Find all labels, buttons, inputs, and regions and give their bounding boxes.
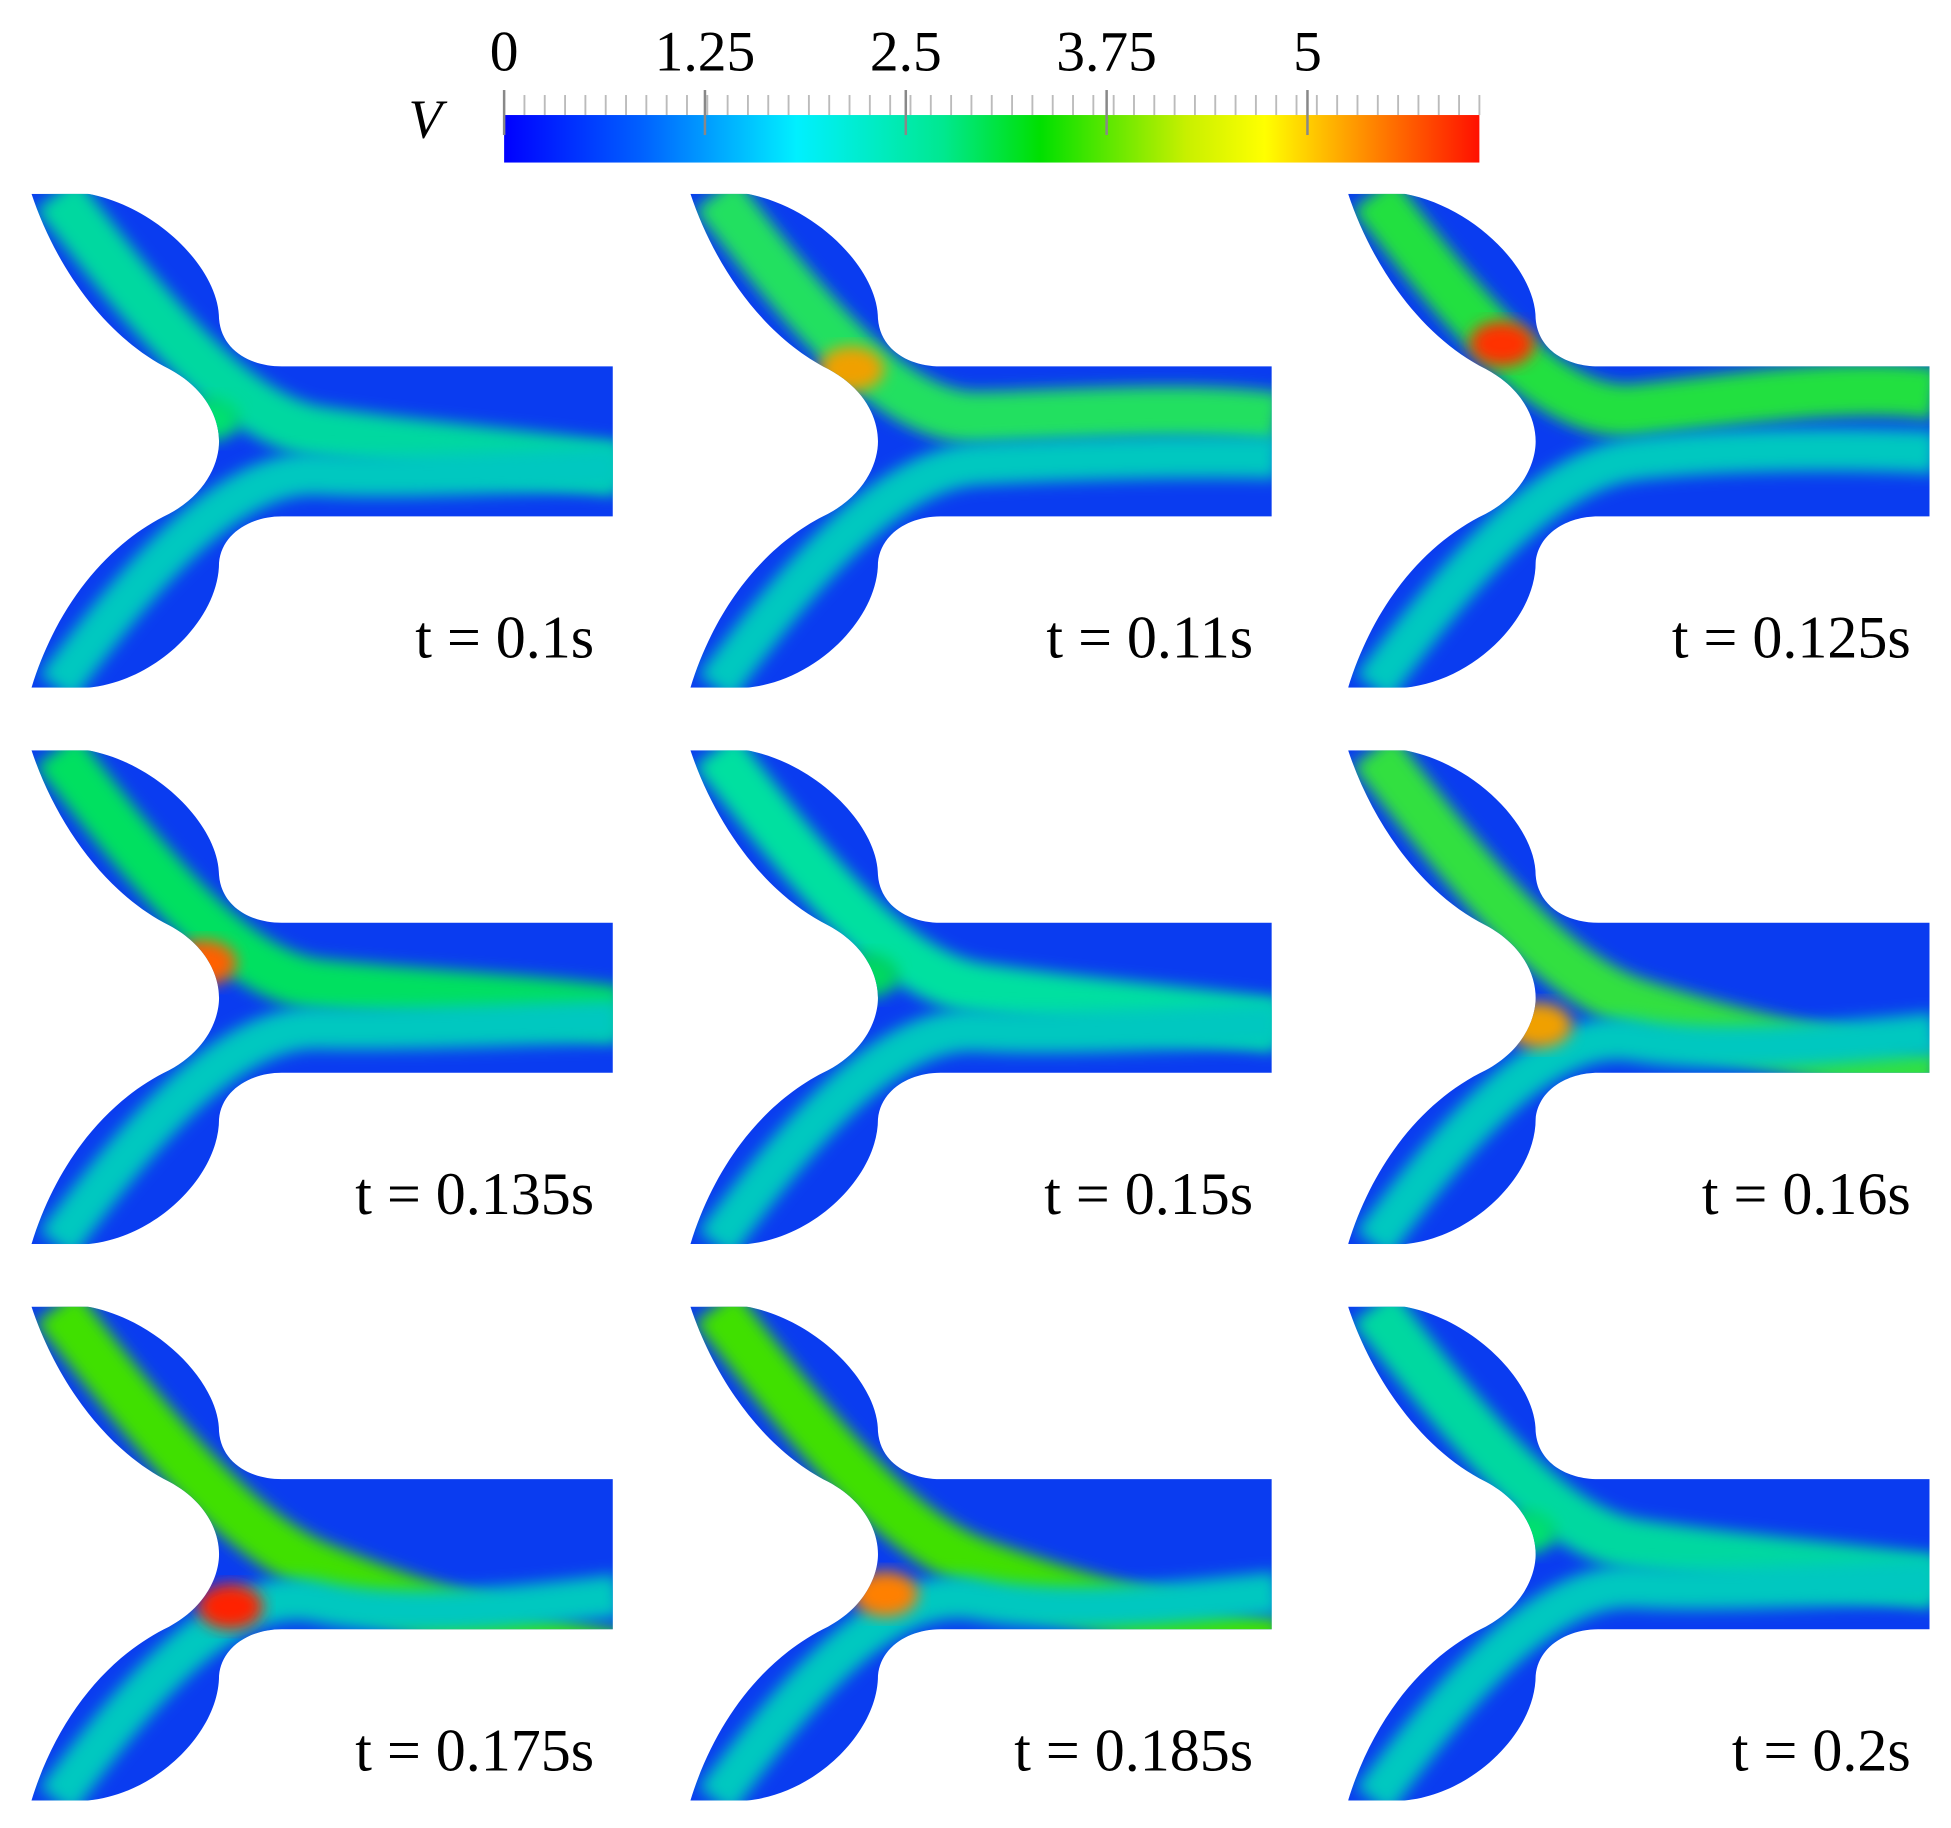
hot-spot bbox=[1491, 1509, 1557, 1555]
hot-spot bbox=[852, 1571, 918, 1617]
tick-label: 3.75 bbox=[1056, 21, 1157, 84]
tick-label: 1.25 bbox=[655, 21, 756, 84]
panel: t = 0.1s bbox=[31, 193, 613, 688]
panel-label: t = 0.1s bbox=[415, 605, 594, 671]
jet-lower bbox=[39, 1574, 613, 1801]
jet-lower bbox=[1355, 1559, 1930, 1801]
hot-spot bbox=[834, 952, 900, 998]
panel: t = 0.175s bbox=[31, 1306, 613, 1801]
jet-lower bbox=[1355, 428, 1930, 688]
colorbar-label: V bbox=[409, 89, 448, 150]
jet-upper bbox=[694, 1306, 1272, 1671]
hot-spot bbox=[171, 940, 237, 986]
panel-label: t = 0.175s bbox=[355, 1717, 594, 1783]
panel: t = 0.16s bbox=[1348, 750, 1930, 1245]
jet-lower bbox=[39, 446, 613, 688]
jet-lower bbox=[698, 1002, 1272, 1245]
panel-label: t = 0.11s bbox=[1046, 605, 1253, 671]
jet-upper bbox=[35, 750, 613, 1039]
colorbar bbox=[504, 115, 1480, 163]
panels: t = 0.1s t = 0.11s t = 0.125s t = 0.135s t =… bbox=[31, 193, 1930, 1801]
jet-lower bbox=[698, 435, 1272, 688]
panel-label: t = 0.125s bbox=[1672, 605, 1911, 671]
panel-label: t = 0.2s bbox=[1732, 1717, 1911, 1783]
jet-upper bbox=[1352, 193, 1930, 437]
panel: t = 0.125s bbox=[1348, 193, 1930, 688]
jet-lower bbox=[698, 1571, 1272, 1801]
panel: t = 0.15s bbox=[690, 750, 1272, 1245]
panel: t = 0.2s bbox=[1348, 1306, 1930, 1801]
panel-label: t = 0.15s bbox=[1044, 1161, 1253, 1227]
jet-lower bbox=[39, 1000, 613, 1245]
hot-spot bbox=[1469, 321, 1535, 367]
hot-spot bbox=[1506, 1002, 1572, 1048]
panel: t = 0.185s bbox=[690, 1306, 1272, 1801]
panel-label: t = 0.16s bbox=[1702, 1161, 1911, 1227]
panel-label: t = 0.135s bbox=[355, 1161, 594, 1227]
tick-label: 5 bbox=[1293, 21, 1322, 84]
jet-upper bbox=[694, 193, 1272, 445]
colorbar-ticks: 0 1.25 2.5 3.75 5 bbox=[490, 21, 1481, 136]
tick-label: 0 bbox=[490, 21, 519, 84]
panel-label: t = 0.185s bbox=[1014, 1717, 1253, 1783]
panel: t = 0.135s bbox=[31, 750, 613, 1245]
hot-spot bbox=[197, 1584, 263, 1630]
hot-spot bbox=[175, 396, 241, 442]
panel: t = 0.11s bbox=[690, 193, 1272, 688]
jet-lower bbox=[1355, 1012, 1930, 1245]
tick-label: 2.5 bbox=[870, 21, 942, 84]
hot-spot bbox=[819, 346, 885, 392]
